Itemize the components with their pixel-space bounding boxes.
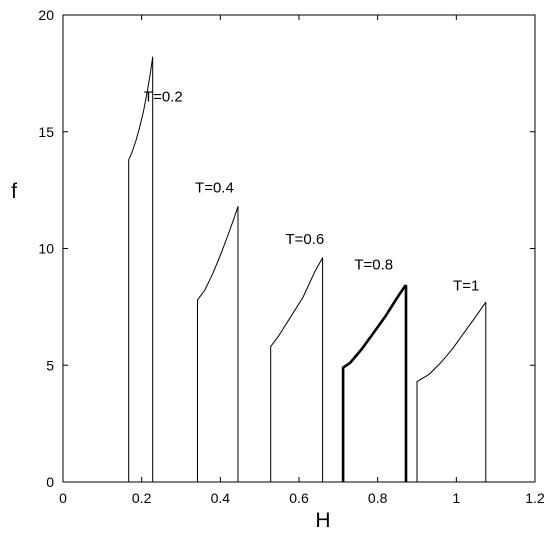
series-line-t-0-4: [197, 206, 239, 482]
annotation-layer: T=0.2 T=0.4 T=0.6 T=0.8 T=1: [144, 88, 479, 294]
series-line-t-0-6: [270, 257, 324, 482]
series-annotation-label: T=0.6: [286, 231, 325, 248]
series-annotation-label: T=0.2: [144, 88, 183, 105]
y-tick-label: 20: [38, 7, 54, 23]
x-tick-label: 1: [452, 490, 460, 506]
x-tick-label: 0.8: [368, 490, 388, 506]
x-tick-label: 1.2: [525, 490, 545, 506]
x-axis-title: H: [315, 509, 330, 532]
series-line-t-1: [416, 301, 487, 482]
series-layer: [128, 56, 487, 482]
axis-ticks: [62, 14, 536, 483]
x-tick-label: 0: [59, 490, 67, 506]
x-tick-label: 0.2: [132, 490, 152, 506]
series-line-t-0-8: [341, 284, 408, 482]
axis-tick-labels: 0 0.2 0.4 0.6 0.8 1 1.2 0 5 10 15 20: [38, 7, 545, 506]
y-tick-label: 15: [38, 124, 54, 140]
x-tick-label: 0.6: [289, 490, 309, 506]
series-annotation-label: T=0.8: [354, 257, 393, 274]
y-axis-title: f: [11, 180, 17, 203]
plot-area-frame: [62, 14, 536, 483]
series-annotation-label: T=1: [453, 278, 479, 295]
series-annotation-label: T=0.4: [195, 179, 234, 196]
series-line-t-0-2: [128, 56, 154, 482]
y-tick-label: 10: [38, 241, 54, 257]
y-tick-label: 0: [46, 474, 54, 490]
y-tick-label: 5: [46, 357, 54, 373]
x-tick-label: 0.4: [211, 490, 231, 506]
